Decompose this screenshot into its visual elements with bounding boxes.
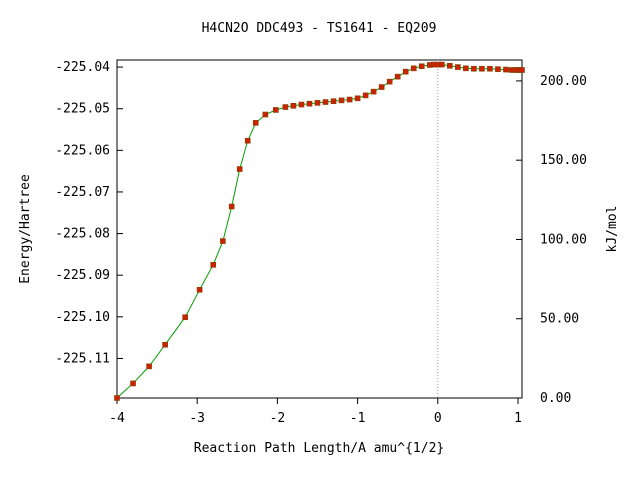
x-tick-label: 0 bbox=[434, 411, 442, 426]
y2-tick-label: 0.00 bbox=[540, 391, 571, 406]
data-point bbox=[306, 100, 313, 107]
data-point bbox=[418, 63, 425, 70]
data-point bbox=[252, 120, 259, 126]
data-point bbox=[519, 67, 525, 73]
data-point bbox=[378, 84, 385, 90]
y2-tick-label: 200.00 bbox=[540, 74, 587, 89]
data-point bbox=[196, 286, 203, 293]
x-tick-label: -3 bbox=[189, 411, 205, 426]
data-point bbox=[386, 78, 393, 85]
data-point bbox=[495, 66, 501, 72]
data-point bbox=[298, 101, 305, 108]
plot-frame bbox=[116, 59, 523, 399]
x-axis-label: Reaction Path Length/A amu^{1/2} bbox=[194, 441, 444, 456]
data-point bbox=[330, 98, 337, 105]
data-point bbox=[447, 63, 453, 69]
y-tick-label: -225.11 bbox=[55, 351, 110, 366]
energy-curve bbox=[116, 64, 522, 399]
y-tick-label: -225.05 bbox=[55, 102, 110, 117]
data-point bbox=[210, 261, 217, 268]
data-point bbox=[479, 65, 485, 72]
data-point bbox=[272, 107, 279, 113]
data-point bbox=[220, 238, 226, 244]
data-point bbox=[354, 95, 361, 102]
data-point bbox=[346, 96, 353, 103]
data-point bbox=[370, 88, 377, 95]
data-point bbox=[244, 137, 251, 144]
data-point bbox=[290, 102, 297, 109]
data-point bbox=[236, 166, 243, 172]
data-point bbox=[114, 395, 120, 401]
data-point bbox=[314, 100, 321, 106]
y2-tick-label: 50.00 bbox=[540, 312, 579, 327]
x-tick-label: -2 bbox=[270, 411, 286, 426]
data-point bbox=[322, 99, 329, 105]
data-point bbox=[262, 111, 269, 118]
data-point bbox=[362, 92, 369, 99]
y-tick-label: -225.06 bbox=[55, 143, 110, 158]
data-point bbox=[503, 66, 509, 73]
x-tick-label: -4 bbox=[109, 411, 125, 426]
data-point bbox=[228, 203, 235, 210]
data-point bbox=[282, 104, 289, 110]
y2-axis-label: kJ/mol bbox=[605, 206, 620, 253]
data-point bbox=[402, 68, 409, 75]
data-point bbox=[487, 65, 493, 72]
data-point bbox=[394, 73, 401, 80]
y-tick-label: -225.10 bbox=[55, 310, 110, 325]
chart-title: H4CN2O DDC493 - TS1641 - EQ209 bbox=[202, 21, 437, 36]
data-point bbox=[455, 64, 461, 70]
data-point bbox=[439, 61, 445, 68]
data-point bbox=[463, 65, 469, 72]
data-point bbox=[471, 65, 477, 72]
data-point bbox=[338, 97, 345, 104]
x-tick-label: 1 bbox=[514, 411, 522, 426]
y-tick-label: -225.04 bbox=[55, 60, 110, 75]
y-axis-label: Energy/Hartree bbox=[18, 174, 33, 284]
data-point bbox=[130, 380, 136, 387]
y2-tick-label: 150.00 bbox=[540, 153, 587, 168]
y2-tick-label: 100.00 bbox=[540, 232, 587, 247]
y-tick-label: -225.09 bbox=[55, 268, 110, 283]
plot-area: -4 -3 -2 -1 0 1 -225.04 -225.05 -225.06 -225.07 -2… bbox=[55, 59, 587, 426]
data-point bbox=[146, 363, 152, 370]
y-tick-label: -225.08 bbox=[55, 227, 110, 242]
data-point bbox=[162, 341, 168, 348]
data-point bbox=[182, 314, 188, 321]
data-point bbox=[410, 65, 417, 72]
x-tick-label: -1 bbox=[350, 411, 366, 426]
y-tick-label: -225.07 bbox=[55, 185, 110, 200]
